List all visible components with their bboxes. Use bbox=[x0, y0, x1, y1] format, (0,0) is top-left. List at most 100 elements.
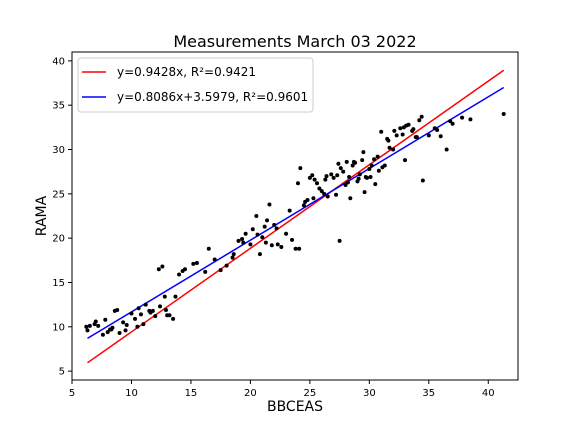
data-point bbox=[231, 252, 236, 257]
data-point bbox=[156, 267, 161, 272]
data-point bbox=[241, 240, 246, 245]
data-point bbox=[336, 161, 341, 166]
data-point bbox=[319, 189, 324, 194]
data-point bbox=[148, 310, 153, 315]
data-point bbox=[419, 114, 424, 119]
y-tick-label: 5 bbox=[59, 367, 65, 378]
data-point bbox=[329, 172, 334, 177]
data-point bbox=[274, 226, 279, 231]
data-point bbox=[173, 294, 178, 299]
data-point bbox=[265, 218, 270, 223]
data-point bbox=[312, 177, 317, 182]
data-point bbox=[163, 307, 168, 312]
data-point bbox=[129, 311, 134, 316]
data-point bbox=[243, 231, 248, 236]
data-point bbox=[263, 240, 268, 245]
data-point bbox=[279, 245, 284, 250]
data-point bbox=[269, 243, 274, 248]
chart-title: Measurements March 03 2022 bbox=[173, 32, 416, 51]
data-point bbox=[368, 174, 373, 179]
data-point bbox=[401, 125, 406, 130]
data-point bbox=[158, 304, 163, 309]
data-point bbox=[133, 316, 138, 321]
data-point bbox=[387, 145, 392, 150]
data-point bbox=[160, 264, 165, 269]
data-point bbox=[438, 134, 443, 139]
data-point bbox=[311, 196, 316, 201]
data-point bbox=[335, 173, 340, 178]
data-point bbox=[450, 121, 455, 126]
data-point bbox=[435, 128, 440, 133]
data-point bbox=[345, 180, 350, 185]
data-point bbox=[331, 175, 336, 180]
data-point bbox=[356, 176, 361, 181]
data-point bbox=[272, 222, 277, 227]
data-point bbox=[167, 313, 172, 318]
data-point bbox=[322, 191, 327, 196]
data-point bbox=[361, 150, 366, 155]
data-point bbox=[350, 163, 355, 168]
x-tick-label: 30 bbox=[363, 388, 376, 399]
data-point bbox=[141, 322, 146, 327]
data-point bbox=[301, 203, 306, 208]
data-point bbox=[267, 202, 272, 207]
data-point bbox=[248, 242, 253, 247]
data-point bbox=[379, 129, 384, 134]
legend-label-fit-through-origin: y=0.9428x, R²=0.9421 bbox=[117, 65, 256, 79]
data-point bbox=[218, 268, 223, 273]
data-point bbox=[426, 133, 431, 138]
data-point bbox=[363, 174, 368, 179]
x-axis-label: BBCEAS bbox=[267, 399, 323, 415]
data-point bbox=[417, 118, 422, 123]
data-point bbox=[162, 294, 167, 299]
x-tick-label: 20 bbox=[244, 388, 257, 399]
data-point bbox=[260, 235, 265, 240]
data-point bbox=[460, 115, 465, 120]
data-point bbox=[153, 314, 158, 319]
data-point bbox=[325, 194, 330, 199]
data-point bbox=[411, 127, 416, 132]
data-point bbox=[348, 196, 353, 201]
y-tick-label: 35 bbox=[52, 101, 65, 112]
y-tick-label: 10 bbox=[52, 322, 65, 333]
data-point bbox=[391, 147, 396, 152]
x-tick-label: 15 bbox=[185, 388, 198, 399]
data-point bbox=[323, 177, 328, 182]
data-point bbox=[194, 260, 199, 265]
data-point bbox=[206, 246, 211, 251]
data-point bbox=[317, 186, 322, 191]
data-point bbox=[385, 136, 390, 141]
data-point bbox=[84, 324, 89, 329]
data-point bbox=[398, 126, 403, 131]
data-point bbox=[85, 328, 90, 333]
data-point bbox=[284, 231, 289, 236]
data-point bbox=[250, 227, 255, 232]
legend-label-linear-fit: y=0.8086x+3.5979, R²=0.9601 bbox=[117, 90, 308, 104]
x-tick-label: 35 bbox=[422, 388, 435, 399]
data-point bbox=[420, 178, 425, 183]
data-point bbox=[123, 328, 128, 333]
data-point bbox=[236, 238, 241, 243]
data-point bbox=[275, 242, 280, 247]
data-point bbox=[341, 169, 346, 174]
y-tick-label: 40 bbox=[52, 56, 65, 67]
x-tick-label: 40 bbox=[482, 388, 495, 399]
data-point bbox=[121, 320, 126, 325]
data-point bbox=[117, 331, 122, 336]
data-point bbox=[334, 192, 339, 197]
data-point bbox=[315, 181, 320, 186]
data-point bbox=[240, 237, 245, 242]
data-point bbox=[468, 117, 473, 122]
data-point bbox=[115, 307, 120, 312]
y-tick-label: 30 bbox=[52, 145, 65, 156]
axis-ticks: 5 10 15 20 25 30 35 40 5 10 15 20 25 30 35 40 bbox=[52, 56, 494, 399]
data-point bbox=[403, 158, 408, 163]
data-point bbox=[293, 246, 298, 251]
data-point bbox=[307, 175, 312, 180]
data-point bbox=[182, 267, 187, 272]
y-tick-label: 15 bbox=[52, 278, 65, 289]
y-tick-label: 20 bbox=[52, 234, 65, 245]
data-point bbox=[310, 173, 315, 178]
y-tick-label: 25 bbox=[52, 189, 65, 200]
